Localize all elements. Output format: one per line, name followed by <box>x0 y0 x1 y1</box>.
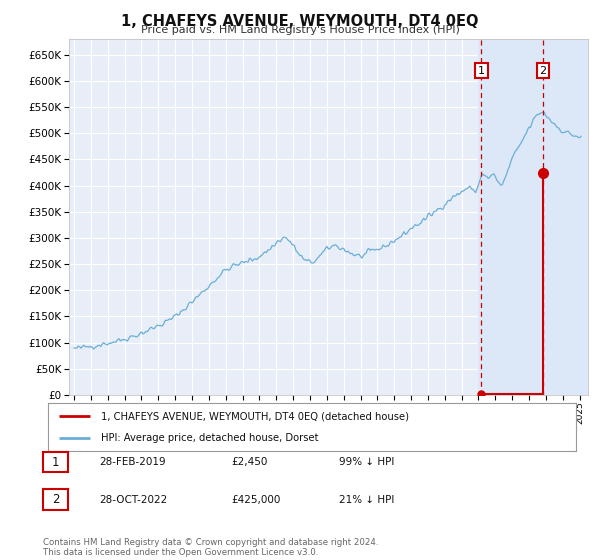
Text: HPI: Average price, detached house, Dorset: HPI: Average price, detached house, Dors… <box>101 433 319 443</box>
Text: 2: 2 <box>539 66 547 76</box>
Text: Contains HM Land Registry data © Crown copyright and database right 2024.
This d: Contains HM Land Registry data © Crown c… <box>43 538 379 557</box>
Text: 21% ↓ HPI: 21% ↓ HPI <box>339 494 394 505</box>
Text: 1: 1 <box>478 66 485 76</box>
Text: 1: 1 <box>52 455 59 469</box>
Text: £2,450: £2,450 <box>231 457 268 467</box>
Text: 1, CHAFEYS AVENUE, WEYMOUTH, DT4 0EQ (detached house): 1, CHAFEYS AVENUE, WEYMOUTH, DT4 0EQ (de… <box>101 411 409 421</box>
Text: 99% ↓ HPI: 99% ↓ HPI <box>339 457 394 467</box>
Text: £425,000: £425,000 <box>231 494 280 505</box>
Bar <box>478 39 588 395</box>
Text: 28-FEB-2019: 28-FEB-2019 <box>99 457 166 467</box>
Text: 2: 2 <box>52 493 59 506</box>
Text: Price paid vs. HM Land Registry's House Price Index (HPI): Price paid vs. HM Land Registry's House … <box>140 25 460 35</box>
Text: 1, CHAFEYS AVENUE, WEYMOUTH, DT4 0EQ: 1, CHAFEYS AVENUE, WEYMOUTH, DT4 0EQ <box>121 14 479 29</box>
Text: 28-OCT-2022: 28-OCT-2022 <box>99 494 167 505</box>
